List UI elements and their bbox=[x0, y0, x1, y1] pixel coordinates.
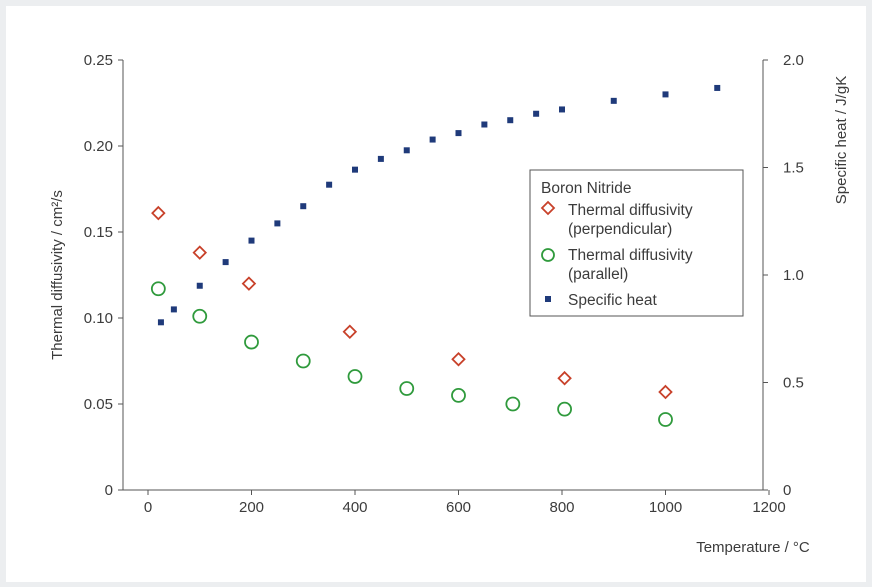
diamond-point-perpendicular bbox=[557, 370, 572, 386]
square-point-specific-heat bbox=[403, 147, 410, 154]
y2-tick-label: 1.0 bbox=[783, 267, 804, 284]
square-point-specific-heat bbox=[455, 130, 462, 137]
x-tick-label: 200 bbox=[239, 499, 264, 516]
y-axis-title: Thermal diffusivity / cm²/s bbox=[49, 190, 66, 360]
x-tick-label: 1200 bbox=[752, 499, 785, 516]
x-axis-title: Temperature / °C bbox=[696, 539, 810, 556]
y-tick-label: 0.25 bbox=[84, 52, 113, 69]
square-point-specific-heat bbox=[507, 117, 514, 124]
legend-marker-circle bbox=[541, 248, 555, 262]
diamond-point-perpendicular bbox=[151, 205, 166, 221]
square-point-specific-heat bbox=[559, 106, 565, 113]
circle-point-parallel bbox=[295, 353, 311, 369]
square-point-specific-heat bbox=[274, 220, 281, 227]
circle-point-parallel bbox=[150, 281, 166, 297]
legend-item-specific-heat: Specific heat bbox=[545, 292, 657, 309]
y-tick-label: 0 bbox=[105, 482, 113, 499]
square-point-specific-heat bbox=[300, 203, 307, 210]
square-point-specific-heat bbox=[533, 110, 540, 117]
legend-item-parallel: Thermal diffusivity (parallel) bbox=[541, 247, 693, 283]
square-point-specific-heat bbox=[377, 155, 384, 162]
circle-point-parallel bbox=[505, 396, 521, 412]
legend-box bbox=[529, 169, 744, 317]
x-tick-label: 800 bbox=[549, 499, 574, 516]
square-point-specific-heat bbox=[157, 319, 164, 326]
circle-point-parallel bbox=[244, 334, 259, 350]
square-point-specific-heat bbox=[326, 181, 333, 188]
diamond-point-perpendicular bbox=[342, 324, 358, 340]
square-point-specific-heat bbox=[352, 166, 358, 173]
circle-point-parallel bbox=[192, 308, 208, 324]
y-tick-label: 0.05 bbox=[84, 396, 113, 413]
y-tick-label: 0.20 bbox=[84, 138, 113, 155]
y2-tick-label: 2.0 bbox=[783, 52, 804, 69]
tick-group: 0 200 400 600 800 1000 120000.050.100.150.200.… bbox=[84, 52, 804, 516]
square-point-specific-heat bbox=[196, 282, 203, 289]
y2-axis-title: Specific heat / J/gK bbox=[833, 76, 850, 204]
circle-point-parallel bbox=[658, 412, 673, 427]
y2-tick-label: 0 bbox=[783, 482, 791, 499]
square-point-specific-heat bbox=[481, 121, 488, 128]
legend-label-parallel-line1: Thermal diffusivity bbox=[568, 247, 693, 264]
x-tick-label: 400 bbox=[342, 499, 367, 516]
diamond-point-perpendicular bbox=[241, 276, 257, 291]
x-tick-label: 0 bbox=[144, 499, 152, 516]
legend: Boron Nitride Thermal diffusivity (perpe… bbox=[529, 169, 744, 317]
circle-point-parallel bbox=[451, 387, 466, 403]
legend-label-parallel-line2: (parallel) bbox=[568, 266, 628, 283]
diamond-point-perpendicular bbox=[451, 352, 466, 367]
square-point-specific-heat bbox=[222, 259, 229, 266]
legend-marker-square bbox=[545, 296, 551, 302]
x-tick-label: 1000 bbox=[649, 499, 682, 516]
legend-marker-diamond bbox=[540, 200, 556, 216]
diamond-point-perpendicular bbox=[192, 245, 208, 260]
diamond-point-perpendicular bbox=[658, 384, 673, 400]
square-point-specific-heat bbox=[714, 84, 721, 91]
y-tick-label: 0.10 bbox=[84, 310, 113, 327]
circle-point-parallel bbox=[399, 381, 415, 396]
circle-point-parallel bbox=[347, 369, 363, 384]
legend-label-specific-heat: Specific heat bbox=[568, 292, 657, 309]
legend-title: Boron Nitride bbox=[541, 180, 631, 197]
y2-tick-label: 0.5 bbox=[783, 375, 804, 392]
y-tick-label: 0.15 bbox=[84, 224, 113, 241]
circle-point-parallel bbox=[557, 401, 572, 417]
square-point-specific-heat bbox=[429, 136, 436, 143]
legend-label-perpendicular-line1: Thermal diffusivity bbox=[568, 202, 693, 219]
data-marks bbox=[150, 84, 721, 427]
square-point-specific-heat bbox=[248, 237, 255, 244]
y2-tick-label: 1.5 bbox=[783, 160, 804, 177]
legend-item-perpendicular: Thermal diffusivity (perpendicular) bbox=[540, 200, 693, 238]
square-point-specific-heat bbox=[170, 306, 177, 313]
square-point-specific-heat bbox=[610, 97, 617, 104]
square-point-specific-heat bbox=[662, 91, 669, 98]
legend-label-perpendicular-line2: (perpendicular) bbox=[568, 221, 672, 238]
x-tick-label: 600 bbox=[446, 499, 471, 516]
